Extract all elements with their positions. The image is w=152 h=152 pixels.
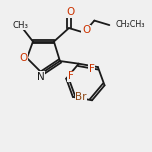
Text: CH₃: CH₃ [12, 21, 28, 30]
Text: F: F [68, 71, 74, 81]
Text: Br: Br [75, 92, 87, 102]
Text: O: O [19, 53, 27, 63]
Text: O: O [82, 25, 90, 35]
Text: CH₂CH₃: CH₂CH₃ [115, 20, 145, 29]
Text: N: N [37, 72, 44, 82]
Text: O: O [66, 7, 74, 17]
Text: F: F [89, 64, 95, 74]
